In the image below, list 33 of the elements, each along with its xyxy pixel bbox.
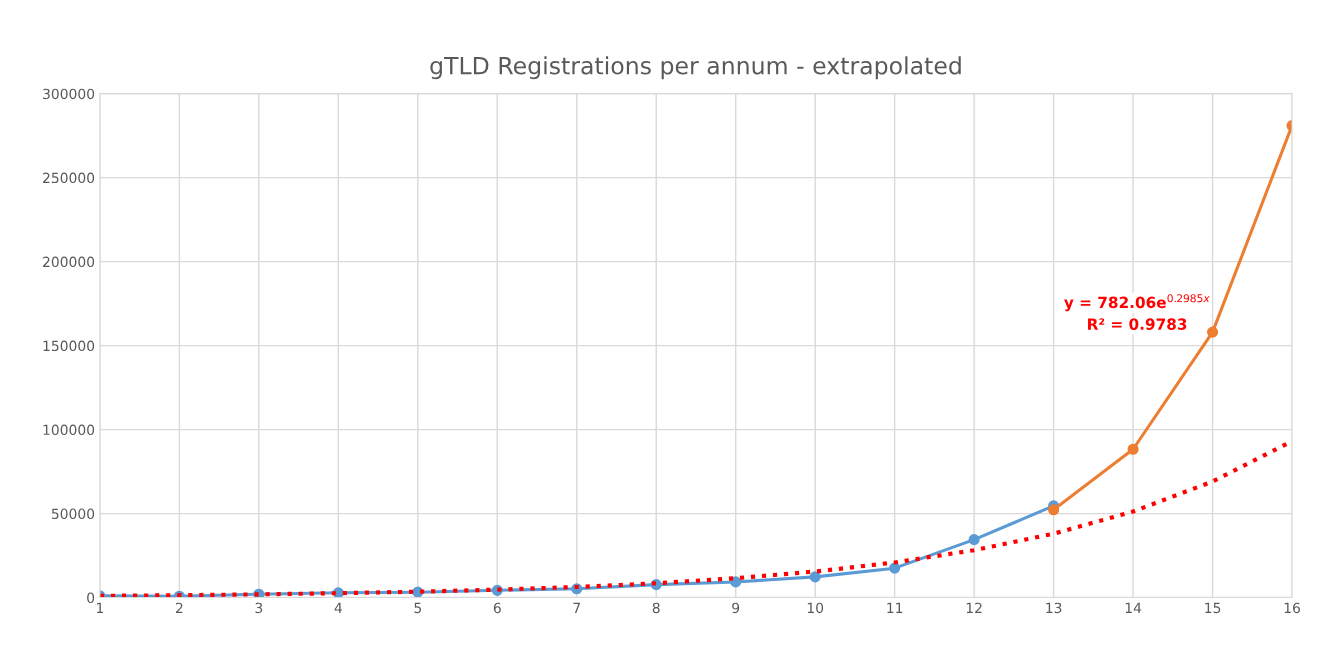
y-tick-label: 300000 [43, 88, 95, 100]
y-tick-label: 0 [87, 592, 95, 604]
x-tick-label: 7 [573, 602, 580, 613]
x-tick-label: 14 [1125, 602, 1142, 613]
x-tick-label: 8 [652, 602, 660, 614]
x-tick-label: 13 [1046, 602, 1062, 614]
x-tick-label: 3 [255, 602, 263, 614]
y-tick-label: 150000 [43, 340, 95, 352]
x-tick-label: 5 [414, 602, 422, 614]
y-tick-label: 200000 [43, 256, 95, 268]
x-tick-label: 2 [175, 602, 183, 613]
y-tick-label: 50000 [51, 508, 95, 520]
y-tick-label: 250000 [43, 172, 95, 184]
x-tick-label: 6 [493, 602, 501, 614]
x-tick-label: 1 [97, 602, 104, 613]
y-tick-label: 100000 [43, 424, 95, 436]
chart-title: gTLD Registrations per annum - extrapolated [430, 56, 961, 80]
x-tick-label: 9 [732, 602, 740, 614]
annotation: y = 782.06e$^{0.2985x}$ [1064, 294, 1210, 312]
x-tick-label: 12 [966, 602, 982, 613]
x-tick-label: 15 [1205, 602, 1221, 614]
x-tick-label: 16 [1284, 602, 1300, 614]
annotation: R² = 0.9783 [1088, 318, 1187, 330]
point [1048, 504, 1060, 516]
point [889, 562, 901, 574]
point [1207, 326, 1219, 338]
point [730, 576, 742, 588]
x-tick-label: 11 [887, 602, 903, 613]
x-tick-label: 10 [807, 602, 824, 614]
point [968, 534, 980, 546]
x-tick-label: 4 [334, 602, 342, 613]
point [809, 571, 821, 583]
point [1127, 443, 1139, 455]
